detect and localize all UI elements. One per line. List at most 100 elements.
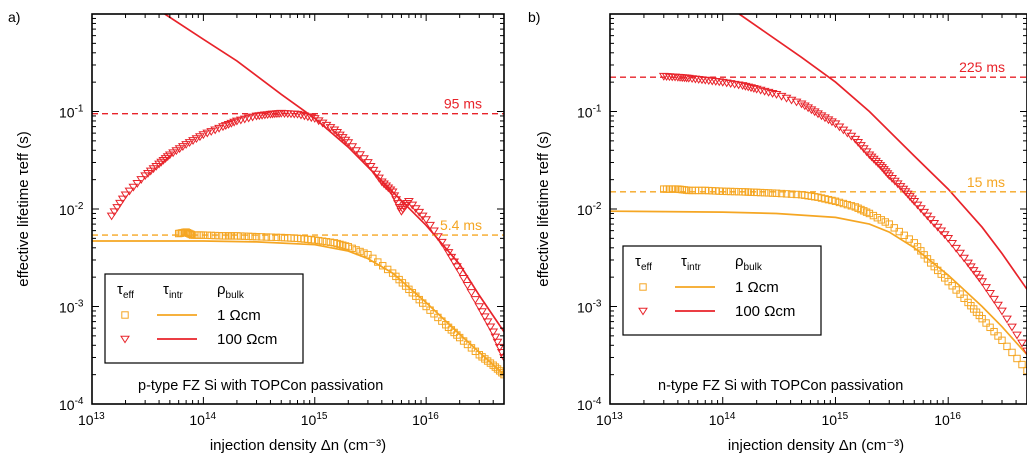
data-point [381, 182, 392, 191]
data-point [737, 82, 748, 90]
data-point [389, 192, 400, 201]
data-point [449, 258, 460, 267]
data-point [183, 228, 192, 237]
data-point [986, 323, 994, 332]
data-point [124, 187, 135, 196]
data-point [489, 361, 497, 369]
data-point [262, 233, 271, 241]
data-point [763, 88, 774, 97]
data-point [990, 327, 998, 336]
data-point [494, 343, 504, 352]
data-point [839, 199, 848, 208]
data-point [343, 139, 354, 148]
data-point [792, 190, 801, 199]
data-point [746, 84, 756, 93]
data-point [237, 232, 245, 240]
data-point [956, 290, 964, 298]
data-point [181, 141, 192, 149]
data-point [943, 235, 954, 243]
data-point [391, 196, 402, 205]
data-point [955, 249, 966, 258]
data-point [186, 230, 194, 238]
data-point [317, 119, 328, 128]
data-point [869, 211, 878, 220]
y-tick-label: 10-2 [577, 201, 602, 218]
data-point [379, 180, 389, 189]
axis-ticks: 1013 1014 1015 1016 10-4 10-3 10-2 10-1 [59, 14, 505, 428]
data-point [302, 113, 313, 122]
y-tick-label: 10-3 [577, 299, 602, 316]
data-point [376, 178, 387, 187]
data-point [993, 301, 1003, 310]
x-axis-label: injection density Δn (cm⁻³) [728, 437, 904, 454]
data-point [1013, 354, 1021, 363]
data-point [963, 259, 973, 268]
data-point [383, 184, 394, 193]
data-point [820, 114, 830, 123]
data-point [959, 254, 969, 263]
data-point [952, 286, 960, 294]
data-point [210, 126, 221, 135]
data-point [925, 216, 936, 225]
x-tick-label: 1013 [596, 411, 623, 428]
data-point [885, 220, 893, 228]
data-point [843, 200, 852, 209]
data-point [440, 244, 451, 253]
data-point [387, 188, 398, 197]
data-point [981, 284, 992, 293]
data-point [198, 131, 209, 140]
data-point [252, 232, 261, 241]
data-point [158, 156, 169, 165]
data-point [160, 155, 171, 163]
data-point [112, 204, 123, 212]
data-point [900, 231, 908, 240]
data-point [202, 129, 213, 138]
data-point [359, 155, 369, 164]
legend-marker [639, 283, 647, 291]
data-point [971, 270, 982, 279]
data-point [355, 151, 365, 160]
data-point [371, 170, 382, 179]
data-point [493, 365, 502, 373]
data-point [1017, 339, 1027, 348]
legend: τeff τintr ρbulk 1 Ωcm 100 Ωcm [635, 253, 795, 320]
data-point [368, 166, 379, 175]
data-point [768, 189, 777, 197]
y-tick-label: 10-3 [59, 299, 84, 316]
data-point [895, 227, 903, 236]
y-tick-label: 10-4 [577, 396, 602, 413]
data-point [272, 233, 280, 242]
legend-marker [120, 335, 130, 344]
data-point [306, 114, 317, 123]
data-point [868, 155, 879, 164]
data-point [443, 249, 454, 258]
data-point [394, 204, 405, 212]
x-tick-label: 1016 [412, 411, 439, 428]
data-point [477, 308, 487, 317]
data-point [827, 118, 837, 127]
data-point [752, 188, 761, 197]
data-point [944, 277, 952, 286]
legend-box [622, 245, 822, 336]
data-point [1003, 342, 1011, 351]
plot-area [610, 14, 1027, 375]
data-point [719, 187, 727, 195]
data-point [458, 274, 469, 283]
data-point [337, 134, 348, 142]
data-point [244, 232, 253, 241]
data-point [498, 369, 504, 377]
legend-box [104, 273, 304, 364]
data-point [311, 236, 319, 244]
data-point [207, 231, 215, 240]
data-point [344, 243, 352, 251]
reference-line-label: 15 ms [967, 174, 1005, 190]
data-point [490, 333, 501, 342]
data-point [892, 180, 903, 189]
legend-entry-label: 100 Ωcm [217, 331, 277, 348]
data-point [864, 151, 875, 160]
data-point [982, 319, 990, 327]
plot-area [92, 14, 504, 379]
data-point [813, 110, 823, 119]
data-point [730, 187, 739, 196]
data-point [740, 82, 751, 91]
